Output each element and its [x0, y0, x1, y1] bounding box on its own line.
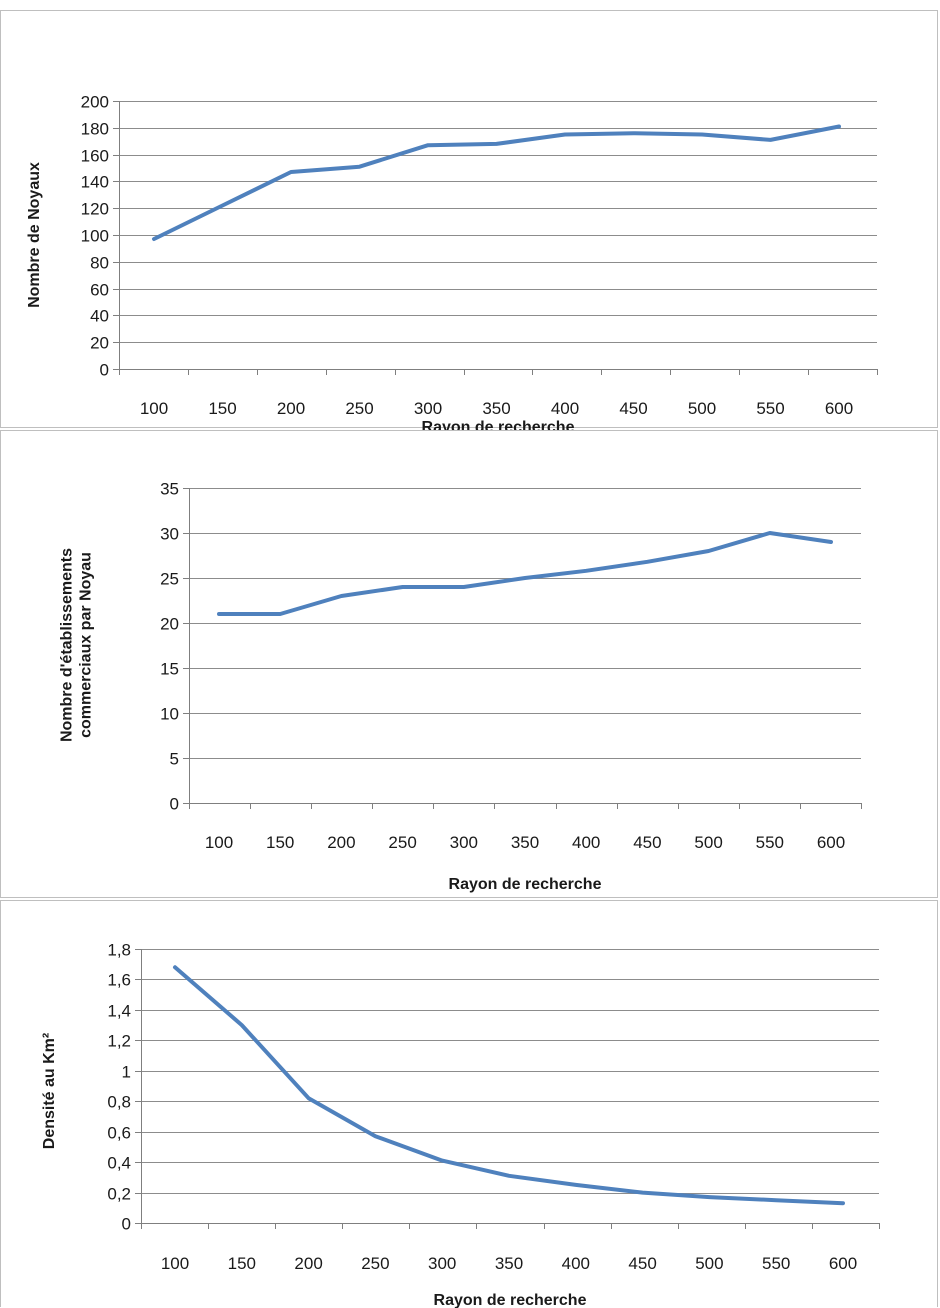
x-tick-label: 300 — [428, 1254, 456, 1273]
x-tick-label: 500 — [695, 1254, 723, 1273]
y-tick-label: 20 — [160, 615, 179, 634]
x-tick-label: 250 — [388, 833, 416, 852]
x-tick-label: 250 — [361, 1254, 389, 1273]
chart-panel-etablissements: 0 5 10 15 20 25 30 35 100 150 200 250 300 350 400 450 50… — [0, 430, 938, 898]
x-tick-label: 250 — [345, 399, 373, 418]
x-tick-label: 550 — [756, 833, 784, 852]
y-tick-label: 1 — [122, 1063, 131, 1082]
y-axis-title: Nombre de Noyaux — [26, 162, 43, 308]
y-tick-label: 40 — [90, 307, 109, 326]
series-line — [219, 533, 831, 614]
y-tick-label: 1,4 — [107, 1002, 131, 1021]
x-axis-title: Rayon de recherche — [449, 876, 602, 893]
x-tick-label: 450 — [633, 833, 661, 852]
x-tick-label: 550 — [756, 399, 784, 418]
x-tick-label: 200 — [294, 1254, 322, 1273]
x-tick-label: 400 — [562, 1254, 590, 1273]
y-tick-label: 15 — [160, 660, 179, 679]
y-tick-label: 25 — [160, 570, 179, 589]
x-tick-label: 400 — [572, 833, 600, 852]
chart-nombre-de-noyaux: 0 20 40 60 80 100 120 140 160 180 200 100 150 200 250 3… — [1, 11, 939, 429]
x-tick-label: 550 — [762, 1254, 790, 1273]
y-tick-label: 0 — [122, 1215, 131, 1234]
y-tick-label: 0,4 — [107, 1154, 131, 1173]
chart-etablissements-par-noyau: 0 5 10 15 20 25 30 35 100 150 200 250 300 350 400 450 50… — [1, 431, 939, 899]
chart-panel-densite: 0 0,2 0,4 0,6 0,8 1 1,2 1,4 1,6 1,8 100 150 200 250 30… — [0, 900, 938, 1307]
x-tick-label: 200 — [327, 833, 355, 852]
y-tick-label: 1,6 — [107, 971, 131, 990]
x-tick-label: 300 — [450, 833, 478, 852]
y-tick-label: 60 — [90, 281, 109, 300]
x-tick-label: 600 — [829, 1254, 857, 1273]
x-tick-label: 500 — [694, 833, 722, 852]
x-tick-label: 500 — [688, 399, 716, 418]
y-tick-label: 5 — [170, 750, 179, 769]
x-tick-label: 100 — [140, 399, 168, 418]
y-tick-label: 1,2 — [107, 1032, 131, 1051]
y-tick-label: 0 — [100, 361, 109, 380]
y-axis-title: commerciaux par Noyau — [78, 552, 95, 738]
y-tick-label: 140 — [81, 173, 109, 192]
y-axis-title: Nombre d'établissements — [59, 548, 76, 742]
y-tick-label: 0,8 — [107, 1093, 131, 1112]
x-tick-label: 100 — [205, 833, 233, 852]
y-tick-label: 160 — [81, 147, 109, 166]
y-tick-label: 1,8 — [107, 941, 131, 960]
y-tick-label: 0,6 — [107, 1124, 131, 1143]
x-tick-label: 450 — [619, 399, 647, 418]
y-tick-label: 30 — [160, 525, 179, 544]
chart-densite-au-km2: 0 0,2 0,4 0,6 0,8 1 1,2 1,4 1,6 1,8 100 150 200 250 30… — [1, 901, 939, 1308]
y-tick-label: 180 — [81, 120, 109, 139]
y-tick-label: 0 — [170, 795, 179, 814]
y-tick-label: 100 — [81, 227, 109, 246]
x-tick-label: 350 — [495, 1254, 523, 1273]
x-tick-label: 200 — [277, 399, 305, 418]
x-tick-label: 150 — [228, 1254, 256, 1273]
series-line — [154, 127, 839, 240]
x-tick-label: 300 — [414, 399, 442, 418]
y-tick-label: 0,2 — [107, 1185, 131, 1204]
y-tick-label: 10 — [160, 705, 179, 724]
y-tick-label: 80 — [90, 254, 109, 273]
y-axis-title: Densité au Km² — [41, 1033, 58, 1149]
chart-panel-noyaux: 0 20 40 60 80 100 120 140 160 180 200 100 150 200 250 3… — [0, 10, 938, 428]
y-tick-label: 20 — [90, 334, 109, 353]
x-tick-label: 600 — [825, 399, 853, 418]
x-tick-label: 100 — [161, 1254, 189, 1273]
x-tick-label: 450 — [628, 1254, 656, 1273]
x-tick-label: 350 — [482, 399, 510, 418]
y-tick-label: 120 — [81, 200, 109, 219]
x-tick-label: 150 — [208, 399, 236, 418]
y-tick-label: 200 — [81, 93, 109, 112]
y-tick-label: 35 — [160, 480, 179, 499]
x-tick-label: 150 — [266, 833, 294, 852]
x-tick-label: 400 — [551, 399, 579, 418]
x-tick-label: 350 — [511, 833, 539, 852]
series-line — [175, 967, 843, 1203]
x-axis-title: Rayon de recherche — [434, 1292, 587, 1308]
x-tick-label: 600 — [817, 833, 845, 852]
